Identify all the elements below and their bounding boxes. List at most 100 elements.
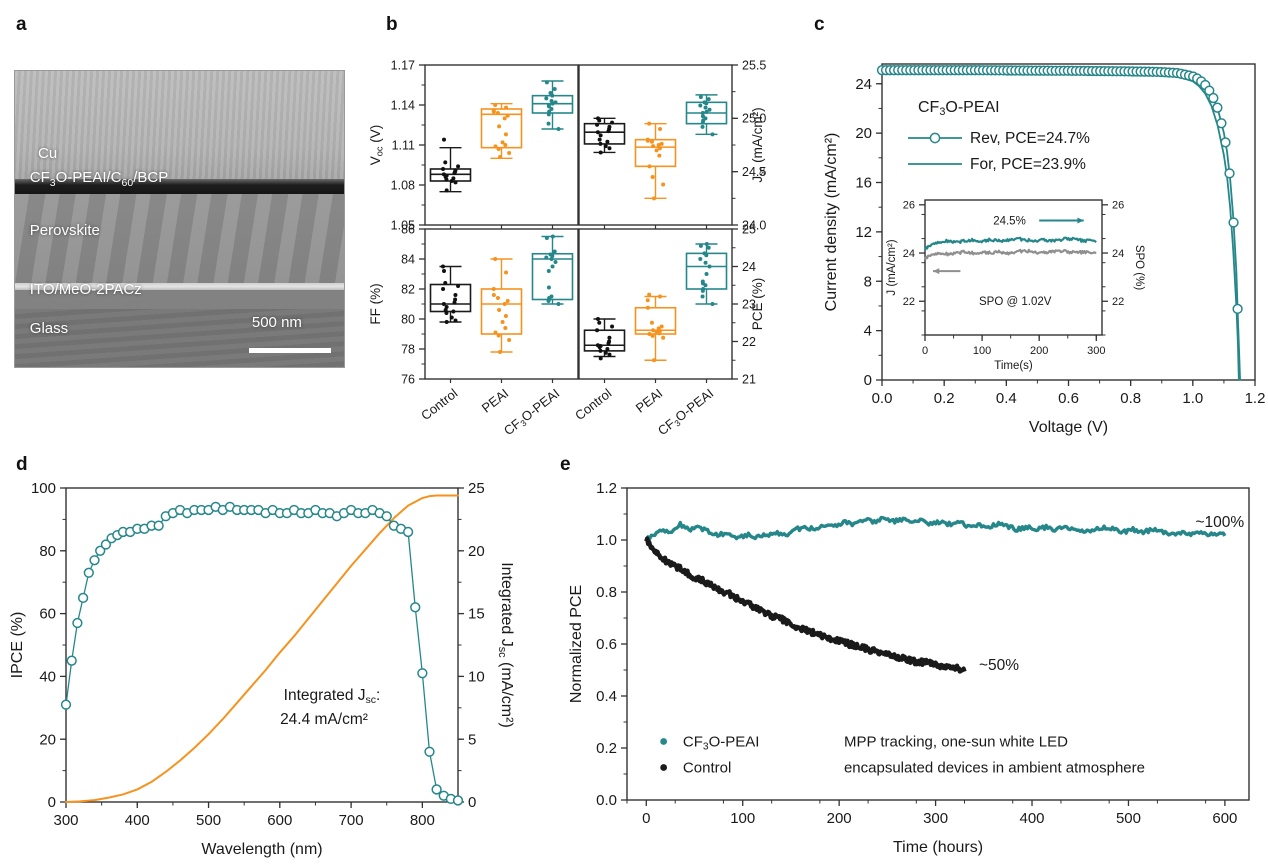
data-point <box>498 350 503 354</box>
y-tick-label: 15 <box>468 606 485 623</box>
category-label: CF3O-PEAI <box>501 386 563 440</box>
data-point <box>657 146 662 151</box>
data-point <box>456 164 461 169</box>
x-tick-label: 300 <box>1087 345 1105 357</box>
data-point <box>493 144 498 149</box>
data-point <box>443 281 448 285</box>
data-point <box>700 124 705 129</box>
data-point <box>495 296 500 300</box>
panel-b-letter: b <box>386 14 398 35</box>
y-tick-label: 26 <box>1112 200 1124 212</box>
y-tick-label: 5 <box>468 731 476 748</box>
jv-reverse-curve <box>881 69 1241 381</box>
data-point <box>598 133 603 138</box>
data-point <box>451 309 456 314</box>
jv-rev-marker <box>1228 217 1239 228</box>
panel-e-stability-chart: 0 100 200 300 400 500 600 0.0 0.2 0.4 0.6 0.8 1.0 1.2… <box>568 480 1250 856</box>
ipce-marker <box>100 539 112 550</box>
jv-rev-marker <box>1208 92 1219 104</box>
data-point <box>654 148 659 153</box>
b-ff-axis-label: FF (%) <box>368 283 383 324</box>
e-legend-dot-0 <box>660 738 668 745</box>
x-tick-label: 500 <box>1116 810 1141 827</box>
data-point <box>595 130 600 135</box>
y-tick-label: 60 <box>39 606 56 623</box>
data-point <box>453 293 458 297</box>
data-point <box>598 348 603 353</box>
x-tick-label: 100 <box>730 810 755 827</box>
data-point <box>505 113 510 118</box>
data-point <box>595 122 600 127</box>
panel-d-ipce-chart: 300 400 500 600 700 800 0 20 40 60 80 100 0 5 10 15 20 25… <box>9 480 515 858</box>
y-tick-label: 0.0 <box>596 792 617 809</box>
data-point <box>652 196 657 201</box>
box-PEAI <box>480 288 523 335</box>
panel-c-letter: c <box>814 14 825 35</box>
jv-rev-marker <box>1216 118 1227 129</box>
y-tick-label: 4 <box>864 323 872 340</box>
inset-series-SPO <box>923 236 1097 251</box>
y-tick-label: 0.2 <box>596 740 617 757</box>
y-tick-label: 78 <box>401 342 415 356</box>
data-point <box>658 127 663 131</box>
data-point <box>651 328 656 333</box>
data-point <box>453 168 458 173</box>
ipce-marker <box>417 668 428 679</box>
data-point <box>507 151 512 155</box>
data-point <box>548 91 553 95</box>
panel-e-letter: e <box>560 454 571 475</box>
data-point <box>650 333 655 338</box>
data-point <box>550 264 555 269</box>
sem-label-etl-stack: CF3O-PEAI/C60/BCP <box>29 168 169 189</box>
data-point <box>597 137 602 142</box>
data-point <box>656 326 661 331</box>
data-point <box>704 242 709 246</box>
y-tick-label: 24 <box>1112 248 1124 260</box>
data-point <box>702 100 707 105</box>
data-point <box>493 257 498 261</box>
inset-left-label: J (mA/cm²) <box>886 239 898 295</box>
y-tick-label: 24.0 <box>742 218 766 232</box>
y-tick-label: 1.05 <box>391 218 415 232</box>
data-point <box>552 87 557 91</box>
y-tick-label: 24 <box>903 248 915 260</box>
x-tick-label: 0 <box>922 345 928 357</box>
y-tick-label: 1.17 <box>391 58 415 72</box>
b-pce-axis-label: PCE (%) <box>750 278 765 331</box>
data-point <box>500 320 505 324</box>
data-point <box>700 279 705 284</box>
sem-cross-section-image: Cu CF3O-PEAI/C60/BCP Perovskite ITO/MeO-… <box>14 70 345 368</box>
y-tick-label: 25.5 <box>742 58 766 72</box>
inset-spo-value: 24.5% <box>993 215 1026 227</box>
ipce-marker <box>402 526 414 538</box>
data-point <box>449 315 454 320</box>
data-point <box>453 180 458 185</box>
y-tick-label: 24 <box>855 76 872 93</box>
data-point <box>552 249 557 254</box>
box-PEAI <box>480 108 523 149</box>
data-point <box>657 153 662 158</box>
data-point <box>504 270 509 275</box>
x-tick-label: 0.2 <box>934 390 955 407</box>
d-x-axis-label: Wavelength (nm) <box>201 841 322 858</box>
data-point <box>704 272 709 276</box>
data-point <box>647 332 652 336</box>
data-point <box>497 308 502 312</box>
integrated-jsc-curve <box>65 494 459 803</box>
data-point <box>649 320 654 325</box>
y-tick-label: 25.0 <box>742 112 766 126</box>
data-point <box>607 339 612 344</box>
data-point <box>595 343 600 348</box>
y-tick-label: 12 <box>855 224 872 241</box>
panel-d-letter: d <box>16 454 28 475</box>
ipce-marker <box>153 520 164 531</box>
y-tick-label: 0 <box>48 794 56 811</box>
y-tick-label: 20 <box>468 543 485 560</box>
y-tick-label: 76 <box>401 372 415 386</box>
sem-layer-etl <box>15 179 344 194</box>
data-point <box>610 324 615 329</box>
data-point <box>500 140 505 145</box>
data-point <box>549 294 554 299</box>
x-tick-label: 0.8 <box>1120 390 1141 407</box>
